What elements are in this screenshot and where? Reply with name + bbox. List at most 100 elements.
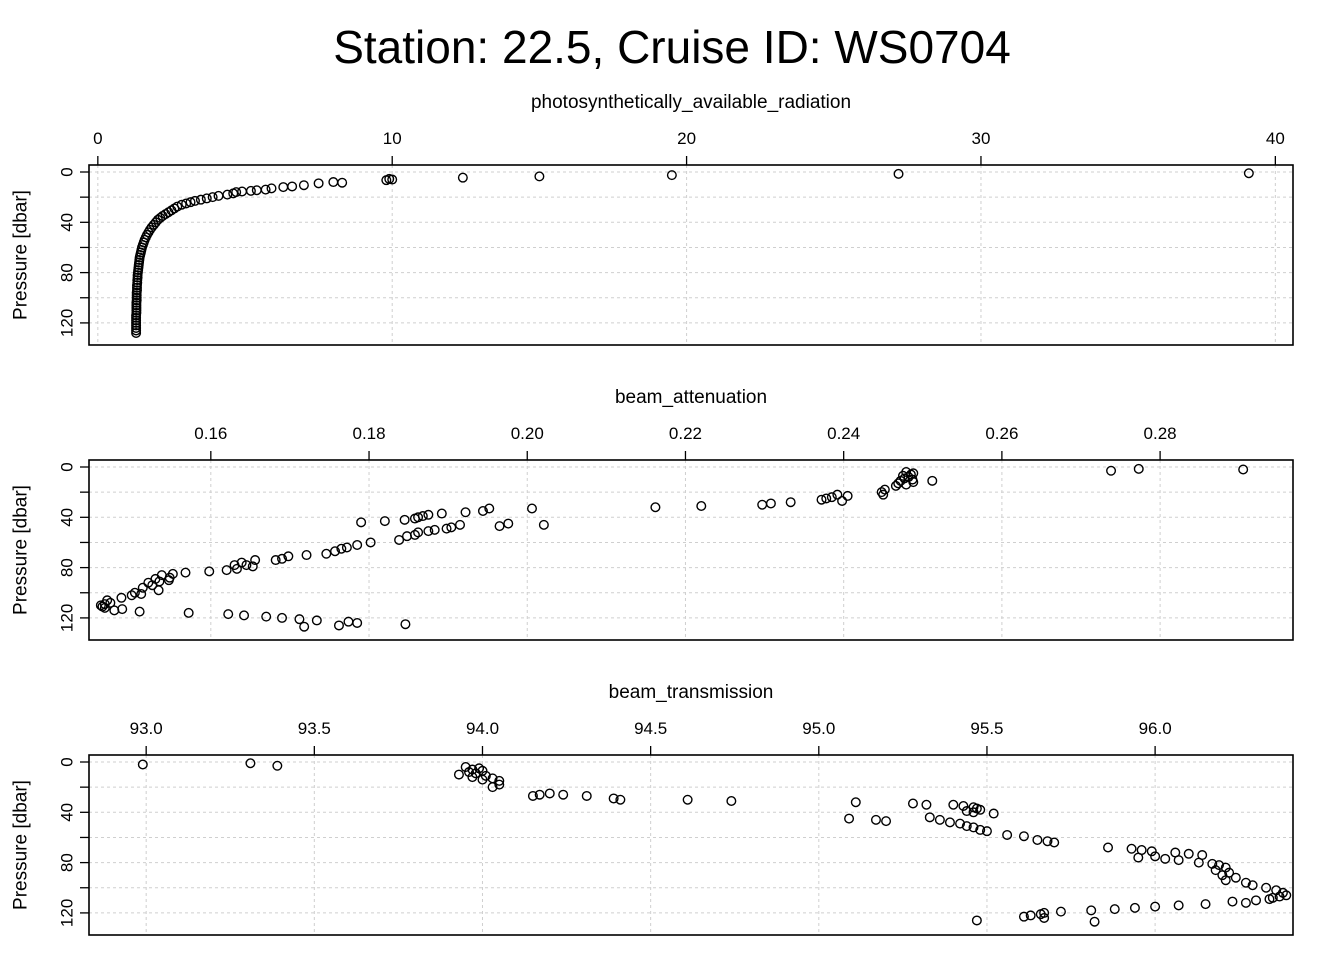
panel-1: 0 10 20 30 40 0 40 80 120 photosynthetically_avai…	[11, 92, 1294, 346]
data-point	[239, 610, 250, 621]
data-point	[881, 816, 892, 827]
data-point	[558, 789, 569, 800]
data-point	[1133, 852, 1144, 863]
data-point	[1264, 894, 1275, 905]
data-point	[477, 774, 488, 785]
data-point	[153, 585, 164, 596]
data-point	[446, 522, 457, 533]
data-point	[650, 502, 661, 513]
data-point	[137, 759, 148, 770]
data-point	[503, 518, 514, 529]
data-point	[134, 606, 145, 617]
data-point	[221, 565, 232, 576]
data-point	[785, 497, 796, 508]
data-point	[1150, 901, 1161, 912]
data-point	[1274, 891, 1285, 902]
y-tick-label: 40	[58, 213, 77, 232]
data-point	[337, 177, 348, 188]
data-point	[816, 494, 827, 505]
data-point	[988, 808, 999, 819]
data-point	[313, 178, 324, 189]
x-tick-label: 40	[1266, 129, 1285, 148]
x-tick-label: 95.0	[802, 719, 835, 738]
data-point	[971, 915, 982, 926]
x-tick-label: 0.24	[827, 424, 860, 443]
data-point	[333, 620, 344, 631]
data-point	[826, 492, 837, 503]
data-point	[241, 560, 252, 571]
data-point	[878, 489, 889, 500]
data-point	[538, 519, 549, 530]
data-point	[413, 527, 424, 538]
data-point	[301, 550, 312, 561]
data-point	[352, 539, 363, 550]
data-point	[181, 198, 192, 209]
data-point	[1039, 912, 1050, 923]
data-point	[908, 477, 919, 488]
data-point	[423, 526, 434, 537]
y-tick-label: 80	[58, 853, 77, 872]
data-point	[726, 795, 737, 806]
data-point	[1230, 872, 1241, 883]
data-point	[934, 814, 945, 825]
data-point	[250, 555, 261, 566]
data-point	[879, 484, 890, 495]
data-point	[1018, 831, 1029, 842]
y-axis-title: Pressure [dbar]	[11, 485, 32, 615]
data-point	[245, 185, 256, 196]
data-point	[921, 799, 932, 810]
plot-frame	[88, 754, 1294, 936]
data-point	[1089, 916, 1100, 927]
x-tick-label: 10	[383, 129, 402, 148]
data-point	[278, 182, 289, 193]
data-point	[453, 769, 464, 780]
data-point	[1238, 464, 1249, 475]
data-point	[898, 470, 909, 481]
data-point	[927, 475, 938, 486]
plot-frame	[88, 164, 1294, 346]
data-point	[1106, 465, 1117, 476]
data-point	[850, 797, 861, 808]
data-point	[1129, 902, 1140, 913]
data-point	[116, 592, 127, 603]
y-tick-label: 40	[58, 508, 77, 527]
x-axis-title: beam_attenuation	[615, 387, 767, 408]
data-point	[423, 509, 434, 520]
data-point	[277, 553, 288, 564]
data-point	[400, 619, 411, 630]
data-point	[1173, 855, 1184, 866]
data-point	[975, 824, 986, 835]
data-point	[757, 499, 768, 510]
data-point	[961, 821, 972, 832]
data-point	[821, 493, 832, 504]
data-point	[147, 580, 158, 591]
data-point	[968, 807, 979, 818]
data-point	[379, 516, 390, 527]
data-point	[1032, 834, 1043, 845]
data-point	[534, 171, 545, 182]
data-point	[99, 602, 110, 613]
data-point	[260, 184, 271, 195]
data-point	[608, 793, 619, 804]
y-axis-title: Pressure [dbar]	[11, 780, 32, 910]
x-tick-label: 20	[677, 129, 696, 148]
data-point	[272, 760, 283, 771]
data-point	[696, 500, 707, 511]
data-point	[131, 327, 142, 338]
data-point	[893, 168, 904, 179]
data-point	[247, 561, 258, 572]
data-point	[185, 197, 196, 208]
data-point	[381, 175, 392, 186]
data-point	[961, 806, 972, 817]
data-point	[213, 190, 224, 201]
data-point	[581, 790, 592, 801]
data-point	[844, 813, 855, 824]
data-point	[1210, 865, 1221, 876]
y-tick-label: 40	[58, 803, 77, 822]
data-point	[343, 616, 354, 627]
data-point	[330, 546, 341, 557]
data-point	[981, 826, 992, 837]
data-point	[1240, 897, 1251, 908]
